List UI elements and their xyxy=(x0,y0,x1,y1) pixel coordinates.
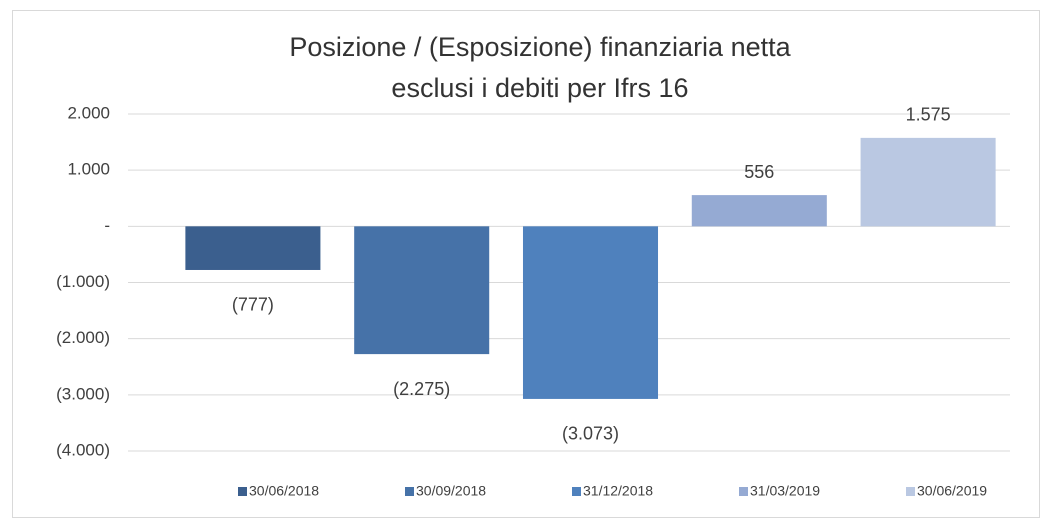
legend-swatch xyxy=(405,487,414,496)
y-tick-label: (3.000) xyxy=(56,384,110,403)
y-tick-label: (1.000) xyxy=(56,272,110,291)
value-label: 1.575 xyxy=(906,105,951,125)
chart-title: Posizione / (Esposizione) finanziaria ne… xyxy=(289,32,791,62)
legend-label: 31/12/2018 xyxy=(583,483,653,499)
value-label: (2.275) xyxy=(393,379,450,399)
legend-label: 30/06/2018 xyxy=(249,483,319,499)
legend-label: 31/03/2019 xyxy=(750,483,820,499)
bar xyxy=(354,226,490,355)
legend-swatch xyxy=(238,487,247,496)
legend-swatch xyxy=(739,487,748,496)
legend-label: 30/09/2018 xyxy=(416,483,486,499)
y-tick-label: 1.000 xyxy=(67,160,110,179)
bar xyxy=(185,226,321,270)
legend-swatch xyxy=(572,487,581,496)
bar xyxy=(860,137,996,227)
bar xyxy=(522,226,659,399)
legend-swatch xyxy=(906,487,915,496)
legend-label: 30/06/2019 xyxy=(917,483,987,499)
y-tick-label: 2.000 xyxy=(67,103,110,122)
value-label: (777) xyxy=(232,295,274,315)
value-label: 556 xyxy=(744,162,774,182)
y-tick-label: - xyxy=(104,216,110,235)
value-label: (3.073) xyxy=(562,424,619,444)
bar xyxy=(691,195,827,227)
y-tick-label: (4.000) xyxy=(56,440,110,459)
chart-subtitle: esclusi i debiti per Ifrs 16 xyxy=(391,73,688,103)
y-tick-label: (2.000) xyxy=(56,328,110,347)
